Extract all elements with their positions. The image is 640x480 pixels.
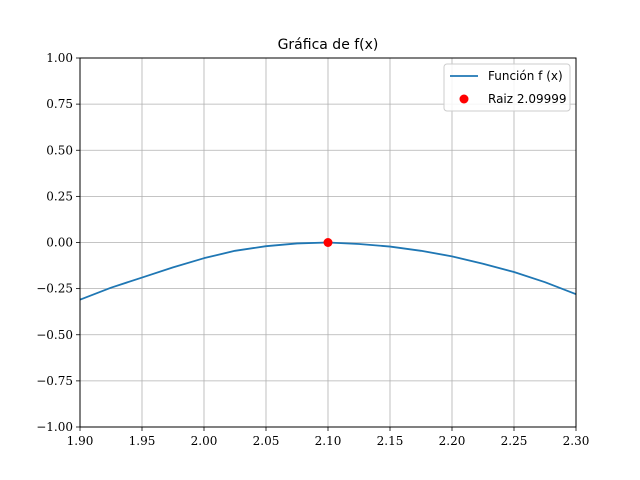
legend: Función f (x) Raiz 2.09999 — [443, 63, 571, 112]
x-tick-label: 2.20 — [439, 434, 466, 448]
x-tick-label: 1.90 — [67, 434, 94, 448]
x-tick-label: 1.95 — [129, 434, 156, 448]
y-tick-label: −1.00 — [36, 420, 73, 434]
legend-label: Función f (x) — [488, 69, 563, 83]
root-point — [323, 238, 333, 247]
chart-title: Gráfica de f(x) — [278, 37, 379, 53]
legend-label: Raiz 2.09999 — [488, 92, 567, 106]
plot-series — [79, 238, 577, 301]
y-tick-label: −0.25 — [36, 282, 73, 296]
x-tick-label: 2.30 — [563, 434, 590, 448]
x-tick-label: 2.25 — [501, 434, 528, 448]
x-tick-label: 2.10 — [315, 434, 342, 448]
y-tick-label: −0.50 — [36, 328, 73, 342]
axis-ticks: 1.90 1.95 2.00 2.05 2.10 2.15 2.20 2.25 2.30 −1.0… — [36, 51, 589, 448]
x-tick-label: 2.05 — [253, 434, 280, 448]
y-tick-label: 1.00 — [46, 51, 73, 65]
y-tick-label: 0.00 — [46, 236, 73, 250]
y-tick-label: −0.75 — [36, 374, 73, 388]
x-tick-label: 2.15 — [377, 434, 404, 448]
y-tick-label: 0.50 — [46, 143, 73, 157]
y-tick-label: 0.25 — [46, 189, 73, 203]
x-tick-label: 2.00 — [191, 434, 218, 448]
legend-point-swatch — [459, 94, 469, 104]
y-tick-label: 0.75 — [46, 97, 73, 111]
